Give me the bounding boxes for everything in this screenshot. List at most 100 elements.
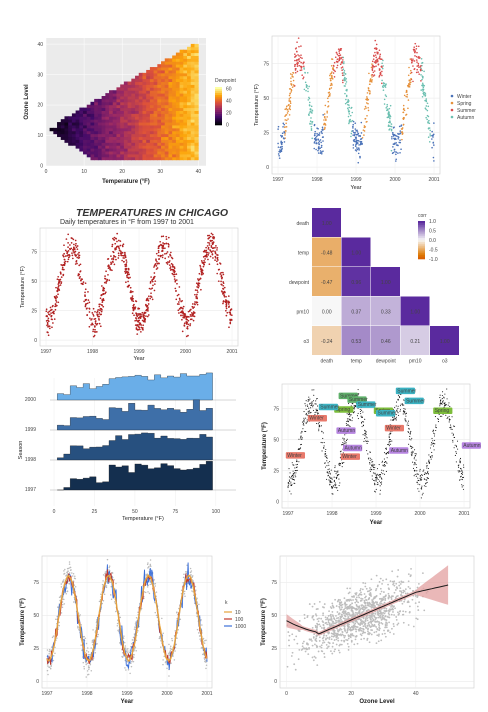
data-point bbox=[369, 451, 371, 453]
data-point bbox=[417, 45, 420, 48]
data-point bbox=[410, 430, 412, 432]
data-point bbox=[227, 301, 230, 304]
data-point bbox=[149, 583, 152, 586]
heatmap-cell bbox=[138, 145, 143, 149]
data-point bbox=[409, 81, 412, 84]
data-point bbox=[100, 310, 103, 313]
heatmap-cell bbox=[172, 142, 177, 146]
heatmap-cell bbox=[168, 133, 173, 138]
data-point bbox=[399, 396, 401, 399]
data-point bbox=[182, 316, 185, 319]
data-point bbox=[307, 87, 309, 90]
data-point bbox=[103, 287, 106, 290]
data-point bbox=[185, 323, 188, 325]
data-point bbox=[135, 616, 138, 619]
data-point bbox=[410, 445, 412, 448]
data-point bbox=[203, 657, 206, 659]
data-point bbox=[216, 263, 219, 266]
data-point bbox=[137, 611, 139, 613]
data-point bbox=[367, 440, 369, 442]
heatmap-cell bbox=[161, 133, 166, 138]
data-point bbox=[112, 258, 115, 261]
data-point bbox=[153, 283, 156, 285]
data-point bbox=[377, 63, 380, 65]
data-point bbox=[316, 409, 319, 411]
data-point bbox=[355, 405, 357, 407]
data-point bbox=[372, 464, 374, 466]
data-point bbox=[315, 411, 317, 413]
data-point bbox=[373, 479, 375, 481]
heatmap-cell bbox=[112, 151, 117, 155]
y-axis-label: Temperature (°F) bbox=[254, 84, 260, 126]
data-point bbox=[390, 443, 392, 445]
legend-tick-label: -0.5 bbox=[429, 248, 438, 254]
heatmap-cell bbox=[109, 119, 114, 123]
data-point bbox=[296, 460, 298, 462]
data-point bbox=[280, 140, 282, 143]
data-point bbox=[198, 278, 201, 281]
heatmap-cell bbox=[161, 142, 166, 146]
heatmap-cell bbox=[149, 145, 155, 149]
data-point bbox=[334, 485, 336, 487]
data-point bbox=[309, 108, 312, 110]
data-point bbox=[362, 411, 364, 413]
data-point bbox=[126, 273, 129, 276]
heatmap-cell bbox=[164, 90, 169, 94]
legend-key bbox=[450, 115, 454, 119]
data-point bbox=[320, 152, 323, 155]
data-point bbox=[123, 635, 125, 637]
heatmap-cell bbox=[175, 119, 181, 123]
data-point bbox=[160, 639, 162, 642]
heatmap-cell bbox=[116, 148, 121, 152]
data-point bbox=[336, 471, 338, 473]
data-point bbox=[343, 61, 345, 63]
data-point bbox=[307, 400, 309, 402]
data-point bbox=[361, 426, 363, 428]
corr-cell bbox=[400, 296, 430, 326]
annotation-label: Spring bbox=[336, 407, 351, 413]
heatmap-cell bbox=[157, 119, 162, 123]
data-point bbox=[134, 622, 137, 625]
data-point bbox=[373, 482, 376, 484]
data-point bbox=[327, 472, 329, 474]
data-point bbox=[284, 119, 287, 121]
data-point bbox=[354, 122, 357, 125]
heatmap-cell bbox=[83, 113, 88, 117]
data-point bbox=[371, 65, 374, 67]
data-point bbox=[448, 415, 450, 417]
data-point bbox=[339, 49, 341, 51]
heatmap-cell bbox=[187, 78, 192, 83]
data-point bbox=[85, 307, 88, 310]
data-point bbox=[68, 254, 71, 256]
data-point bbox=[142, 314, 145, 317]
data-point bbox=[289, 472, 291, 474]
data-point bbox=[88, 668, 90, 670]
data-point bbox=[405, 113, 408, 116]
data-point bbox=[182, 305, 185, 308]
data-point bbox=[421, 78, 423, 81]
data-point bbox=[115, 610, 117, 613]
data-point bbox=[282, 137, 285, 139]
heatmap-cell bbox=[57, 122, 62, 126]
data-point bbox=[287, 486, 289, 489]
data-point bbox=[437, 421, 439, 423]
data-point bbox=[56, 615, 58, 618]
data-point bbox=[91, 641, 94, 643]
data-point bbox=[120, 254, 122, 257]
data-point bbox=[329, 472, 331, 474]
data-point bbox=[389, 125, 392, 128]
data-point bbox=[300, 45, 302, 47]
data-point bbox=[353, 134, 356, 137]
data-point bbox=[315, 148, 317, 151]
heatmap-cell bbox=[120, 151, 125, 155]
heatmap-cell bbox=[179, 107, 184, 111]
data-point bbox=[321, 136, 324, 138]
data-point bbox=[92, 330, 94, 333]
data-point bbox=[217, 280, 220, 283]
heatmap-cell bbox=[142, 133, 147, 138]
data-point bbox=[71, 572, 73, 574]
heatmap-cell bbox=[194, 90, 199, 94]
data-point bbox=[426, 462, 428, 464]
y-tick-label: 40 bbox=[37, 42, 43, 48]
